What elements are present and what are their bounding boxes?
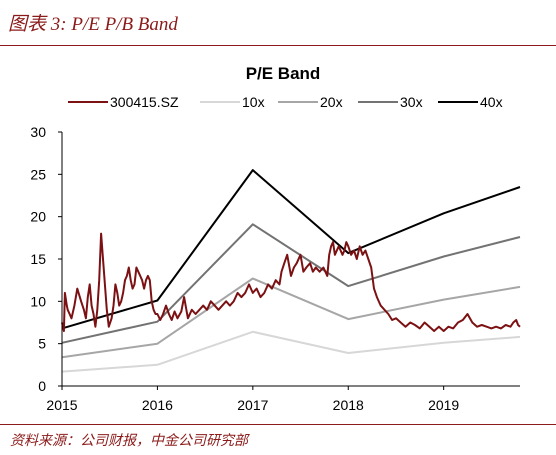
- top-rule: [0, 45, 556, 46]
- pe-band-chart: P/E Band 300415.SZ 10x 20x 30x 40x 0 5 10 15 20 2…: [30, 64, 521, 413]
- chart-title: P/E Band: [246, 64, 321, 83]
- series-line-10x: [61, 330, 521, 373]
- figure-title: 图表 3: P/E P/B Band: [8, 14, 178, 35]
- x-tick-label: 2019: [428, 397, 459, 413]
- legend-label-10x: 10x: [242, 94, 265, 110]
- y-tick-label: 20: [30, 209, 46, 225]
- series-line-40x: [61, 169, 521, 330]
- x-tick-label: 2016: [142, 397, 173, 413]
- y-tick-label: 15: [30, 251, 46, 267]
- y-tick-label: 5: [38, 336, 46, 352]
- legend-label-20x: 20x: [320, 94, 343, 110]
- x-tick-label: 2015: [46, 397, 77, 413]
- series-line-300415-sz: [61, 232, 521, 332]
- y-tick-label: 0: [38, 378, 46, 394]
- x-tick-label: 2018: [333, 397, 364, 413]
- series-line-20x: [61, 277, 521, 359]
- legend-label-30x: 30x: [400, 94, 423, 110]
- axes-layer: 0 5 10 15 20 25 30 2015 2016 2017 2018 2019: [30, 124, 520, 413]
- y-tick-label: 30: [30, 124, 46, 140]
- y-tick-label: 25: [30, 166, 46, 182]
- y-tick-label: 10: [30, 293, 46, 309]
- legend-label-300415-sz: 300415.SZ: [110, 94, 179, 110]
- legend-label-40x: 40x: [480, 94, 503, 110]
- legend: 300415.SZ 10x 20x 30x 40x: [68, 94, 503, 110]
- source-note: 资料来源：公司财报，中金公司研究部: [10, 434, 248, 449]
- bottom-rule: [0, 424, 556, 425]
- series-layer: [61, 169, 521, 373]
- x-tick-label: 2017: [237, 397, 268, 413]
